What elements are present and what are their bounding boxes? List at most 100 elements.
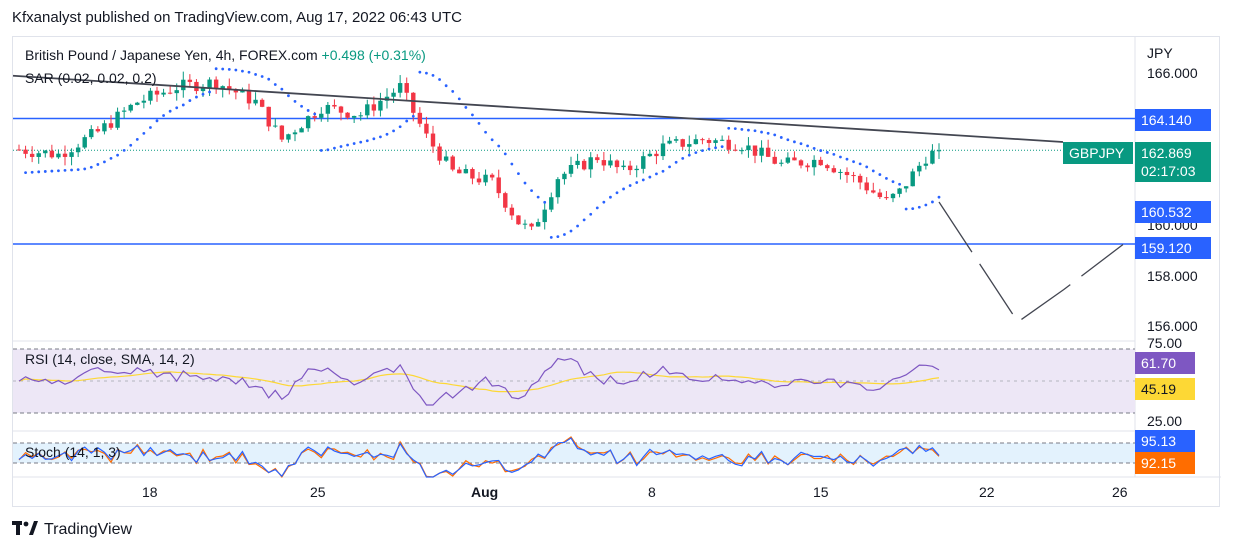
tradingview-footer[interactable]: TradingView bbox=[12, 520, 132, 540]
sar-dot bbox=[582, 218, 586, 222]
sar-dot bbox=[129, 143, 133, 147]
candle-body bbox=[864, 182, 869, 191]
rsi-legend[interactable]: RSI (14, close, SMA, 14, 2) bbox=[25, 351, 195, 367]
sar-dot bbox=[188, 99, 192, 102]
sar-dot bbox=[457, 97, 461, 101]
sar-dot bbox=[352, 142, 356, 145]
sar-dot bbox=[635, 181, 639, 184]
rsi-tick-25: 25.00 bbox=[1147, 413, 1183, 429]
candle-body bbox=[69, 152, 74, 157]
sar-dot bbox=[937, 195, 941, 199]
sar-legend[interactable]: SAR (0.02, 0.02, 0.2) bbox=[25, 70, 157, 86]
stoch-legend[interactable]: Stoch (14, 1, 3) bbox=[25, 444, 121, 460]
sar-dot bbox=[852, 160, 855, 164]
candle-body bbox=[535, 222, 541, 227]
candle-body bbox=[181, 79, 186, 91]
sar-dot bbox=[50, 169, 54, 173]
sar-dot bbox=[326, 148, 330, 152]
sar-dot bbox=[510, 162, 514, 166]
candle-body bbox=[121, 110, 127, 112]
sar-dot bbox=[891, 180, 895, 184]
level-upper-badge: 164.140 bbox=[1135, 109, 1211, 131]
sar-dot bbox=[313, 112, 317, 116]
candle-body bbox=[890, 193, 896, 199]
candle-body bbox=[903, 186, 909, 189]
time-tick-22: 22 bbox=[979, 484, 995, 500]
sar-dot bbox=[917, 205, 921, 209]
candle-body bbox=[483, 174, 488, 183]
candle-body bbox=[233, 89, 239, 93]
sar-value-badge: 160.532 bbox=[1135, 201, 1211, 223]
time-tick-aug: Aug bbox=[471, 484, 499, 500]
candle-body bbox=[844, 171, 850, 176]
last-price-badge: 162.869 02:17:03 bbox=[1135, 142, 1211, 182]
sar-dot bbox=[517, 172, 520, 175]
candle-body bbox=[634, 168, 639, 171]
candle-body bbox=[332, 104, 337, 107]
sar-dot bbox=[503, 152, 507, 156]
candle-body bbox=[765, 147, 771, 157]
sar-dot bbox=[839, 155, 842, 159]
sar-dot bbox=[701, 149, 704, 153]
candle-body bbox=[568, 165, 574, 174]
candle-body bbox=[437, 146, 442, 161]
sar-dot bbox=[109, 156, 113, 160]
candle-body bbox=[562, 173, 567, 180]
candle-body bbox=[726, 139, 731, 150]
candle-body bbox=[43, 150, 48, 154]
price-tick-166: 166.000 bbox=[1147, 65, 1198, 81]
candle-body bbox=[476, 178, 482, 183]
sar-dot bbox=[687, 153, 691, 157]
sar-dot bbox=[530, 189, 533, 193]
candle-body bbox=[411, 92, 416, 113]
candle-body bbox=[167, 92, 173, 94]
candle-body bbox=[279, 125, 285, 140]
sar-dot bbox=[806, 144, 809, 148]
chart-frame[interactable]: British Pound / Japanese Yen, 4h, FOREX.… bbox=[12, 36, 1221, 508]
sar-dot bbox=[221, 67, 225, 71]
publisher-header: Kfxanalyst published on TradingView.com,… bbox=[12, 9, 463, 26]
sar-dot bbox=[142, 131, 146, 135]
sar-dot bbox=[477, 121, 481, 125]
sar-dot bbox=[372, 137, 376, 141]
sar-dot bbox=[727, 126, 731, 130]
sar-dot bbox=[241, 69, 244, 73]
candle-body bbox=[811, 159, 817, 168]
candle-body bbox=[135, 102, 140, 105]
sar-dot bbox=[346, 143, 349, 147]
candle-body bbox=[325, 104, 331, 114]
candle-body bbox=[739, 150, 745, 152]
candle-body bbox=[378, 100, 383, 111]
sar-dot bbox=[595, 206, 599, 210]
candle-body bbox=[29, 153, 35, 157]
sar-dot bbox=[162, 114, 165, 117]
price-chart[interactable] bbox=[13, 37, 1221, 508]
sar-dot bbox=[904, 207, 908, 211]
sar-dot bbox=[411, 114, 415, 118]
candle-body bbox=[792, 157, 797, 161]
sar-dot bbox=[122, 148, 126, 152]
sar-dot bbox=[418, 70, 422, 74]
time-tick-26: 26 bbox=[1112, 484, 1128, 500]
candle-body bbox=[733, 149, 738, 151]
sar-dot bbox=[135, 137, 139, 141]
candle-body bbox=[871, 190, 876, 193]
sar-dot bbox=[885, 176, 888, 180]
candle-body bbox=[877, 192, 883, 198]
candle-body bbox=[917, 165, 922, 172]
candle-body bbox=[838, 171, 843, 173]
sar-dot bbox=[497, 144, 501, 148]
sar-dot bbox=[681, 156, 685, 160]
candle-body bbox=[660, 143, 666, 157]
candle-body bbox=[930, 150, 935, 164]
symbol-legend[interactable]: British Pound / Japanese Yen, 4h, FOREX.… bbox=[25, 47, 426, 63]
sar-dot bbox=[293, 99, 297, 103]
sar-dot bbox=[234, 68, 238, 72]
candle-body bbox=[825, 165, 830, 169]
candle-body bbox=[555, 179, 561, 198]
candle-body bbox=[36, 153, 41, 157]
candle-body bbox=[305, 116, 311, 129]
last-price-value: 162.869 bbox=[1141, 145, 1192, 161]
sar-dot bbox=[155, 119, 159, 123]
candle-body bbox=[207, 79, 212, 88]
